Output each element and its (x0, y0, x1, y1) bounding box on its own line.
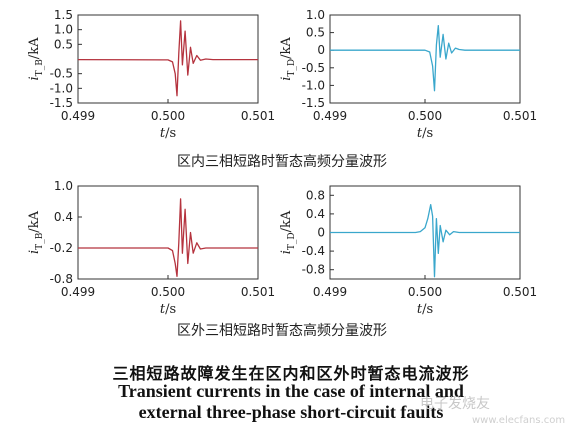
chart-bottom-left: 1.0 0.4 -0.2 -0.80.499 0.500 0.501 t/s iT_B/kA (27, 179, 275, 317)
y-tick-label: 0.5 (54, 37, 73, 51)
watermark-text: 电子发烧友 (420, 396, 490, 412)
watermark: 电子发烧友 www.elecfans.com (420, 393, 490, 413)
series-line (78, 199, 258, 277)
x-tick-label: 0.501 (241, 285, 275, 299)
y-tick-label: 0.8 (306, 188, 325, 202)
y-tick-label: 0 (317, 226, 325, 240)
y-tick-label: 1.0 (54, 179, 73, 193)
y-tick-label: 0.5 (306, 26, 325, 40)
x-tick-label: 0.500 (408, 285, 442, 299)
y-tick-label: -1.0 (302, 78, 325, 92)
y-tick-label: 0.4 (306, 207, 325, 221)
x-tick-label: 0.500 (151, 285, 185, 299)
y-tick-label: 0 (317, 43, 325, 57)
x-tick-label: 0.499 (61, 109, 95, 123)
y-axis-label: iT_D/kA (279, 37, 297, 81)
chart-top-right: 1.0 0.5 0 -0.5 -1.0 -1.50.499 0.500 0.501 t/s iT_… (279, 8, 537, 141)
y-tick-label: -1.0 (50, 81, 73, 95)
y-axis-label: iT_B/kA (27, 37, 45, 81)
y-axis-label: iT_D/kA (279, 210, 297, 254)
x-axis-label: t/s (160, 126, 176, 141)
chart-bottom-right: 0.8 0.4 0 -0.4 -0.8 0.499 0.500 0.501 t/s iT_D/kA (279, 186, 537, 317)
y-axis-label: iT_B/kA (27, 210, 45, 254)
y-tick-label: -1.5 (302, 96, 325, 110)
x-tick-label: 0.500 (408, 109, 442, 123)
x-tick-label: 0.501 (241, 109, 275, 123)
y-tick-label: -0.2 (50, 241, 73, 255)
x-tick-label: 0.499 (313, 109, 347, 123)
series-line (78, 21, 258, 96)
y-tick-label: -0.8 (302, 263, 325, 277)
y-tick-label: -1.5 (50, 96, 73, 110)
plot-frame (78, 186, 258, 279)
y-tick-label: 1.0 (306, 8, 325, 22)
x-axis-label: t/s (417, 126, 433, 141)
y-tick-label: -0.5 (302, 61, 325, 75)
caption-external: 区外三相短路时暂态高频分量波形 (177, 322, 387, 339)
x-tick-label: 0.501 (503, 109, 537, 123)
x-tick-label: 0.499 (313, 285, 347, 299)
y-tick-label: -0.8 (50, 272, 73, 286)
watermark-url: www.elecfans.com (472, 415, 565, 426)
y-tick-label: 1.0 (54, 23, 73, 37)
chart-top-left: 1.51.00.5 -0.5-1.0-1.50.499 0.500 0.501 t/s i… (27, 8, 275, 141)
series-line (330, 26, 520, 91)
x-axis-label: t/s (417, 302, 433, 317)
series-line (330, 205, 520, 277)
figure-title-en-line1: Transient currents in the case of intern… (0, 381, 582, 402)
y-tick-label: -0.5 (50, 67, 73, 81)
x-tick-label: 0.501 (503, 285, 537, 299)
plot-frame (330, 15, 520, 103)
x-axis-label: t/s (160, 302, 176, 317)
y-tick-label: 1.5 (54, 8, 73, 22)
y-tick-label: 0.4 (54, 210, 73, 224)
x-tick-label: 0.499 (61, 285, 95, 299)
y-tick-label: -0.4 (302, 244, 325, 258)
caption-internal: 区内三相短路时暂态高频分量波形 (177, 153, 387, 170)
x-tick-label: 0.500 (151, 109, 185, 123)
